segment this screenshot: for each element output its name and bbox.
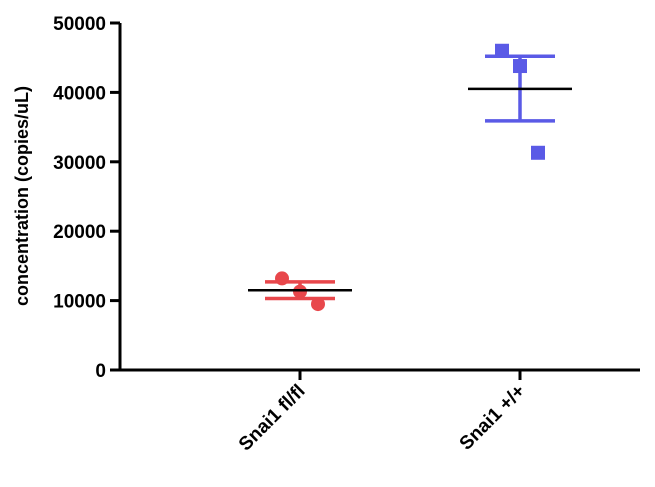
series-group (468, 43, 572, 160)
y-tick-label: 50000 (53, 14, 106, 35)
y-tick-label: 0 (95, 361, 106, 382)
y-tick-label: 10000 (53, 292, 106, 313)
data-point (531, 145, 545, 160)
y-tick-label: 40000 (53, 83, 106, 104)
axes: 0 10000 20000 30000 40000 50000 Snai1 fl/fl Sna… (53, 14, 640, 455)
data-point (311, 297, 325, 312)
plot-area (248, 43, 572, 312)
x-tick-label: Snai1 +/+ (456, 381, 530, 455)
series-group (248, 271, 352, 312)
y-tick-label: 20000 (53, 222, 106, 243)
x-tick-label: Snai1 fl/fl (235, 381, 310, 456)
y-axis-label: concentration (copies/uL) (12, 86, 32, 306)
y-tick-label: 30000 (53, 153, 106, 174)
data-point (495, 43, 509, 58)
